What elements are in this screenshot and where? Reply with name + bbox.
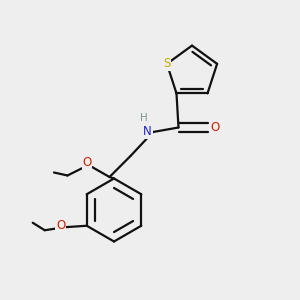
Text: H: H — [140, 112, 147, 123]
Text: O: O — [82, 156, 91, 169]
Text: O: O — [56, 219, 65, 232]
Text: N: N — [143, 125, 152, 139]
Text: O: O — [211, 121, 220, 134]
Text: S: S — [163, 57, 171, 70]
